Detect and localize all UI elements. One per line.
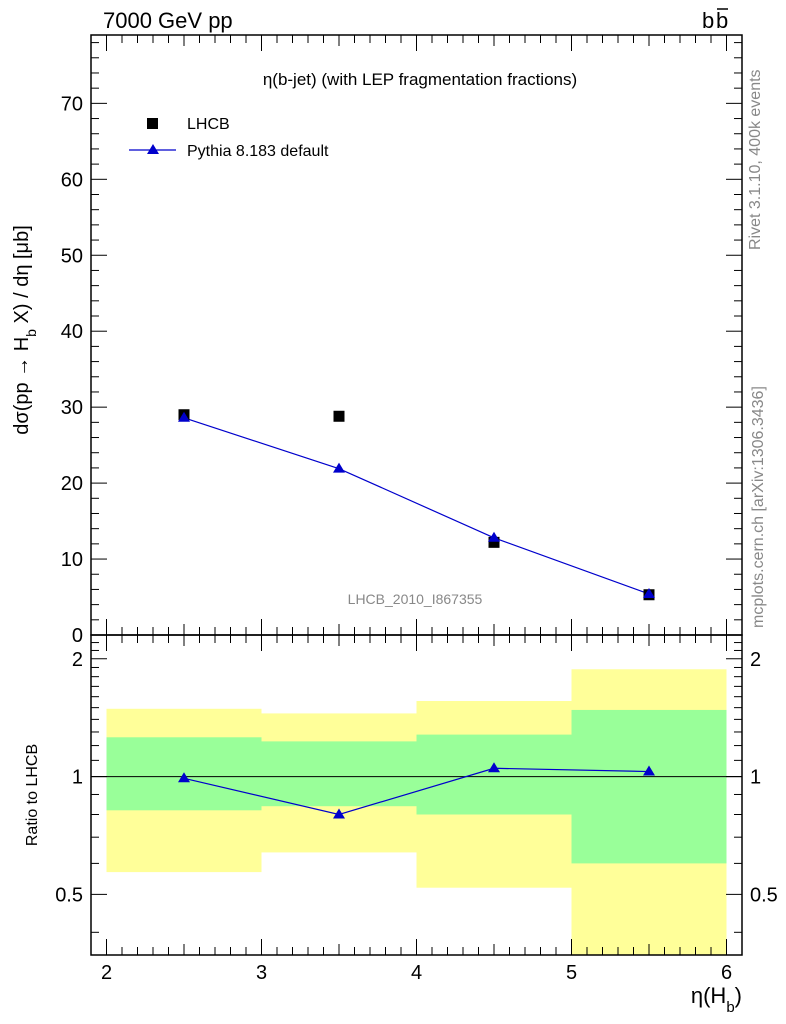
legend-pythia-marker <box>147 144 159 154</box>
main-y-axis-label: dσ(pp → Hb X) / dη [μb] <box>11 225 39 435</box>
rivet-label: Rivet 3.1.10, 400k events <box>747 69 764 250</box>
ratio-x-axis-label: η(Hb) <box>691 983 742 1016</box>
main-ytick-label: 10 <box>61 549 83 571</box>
main-yticklabels: 0 10 20 30 40 50 60 70 <box>61 93 83 647</box>
ylabel-part-c: X) / dη [μb] <box>11 225 33 329</box>
header-right-bbar: b <box>716 8 728 33</box>
ratio-ytick-label-right: 1 <box>750 767 761 789</box>
ratio-yticklabels: 0.5 0.5 1 1 2 2 <box>55 649 778 907</box>
ratio-panel: 0.5 0.5 1 1 2 2 2 3 4 5 6 Ratio to LHCB η(Hb) <box>24 634 778 1016</box>
analysis-label: LHCB_2010_I867355 <box>348 591 483 607</box>
lhcb-point <box>333 410 345 422</box>
lhcb-point <box>488 536 500 548</box>
ratio-xtick-label: 3 <box>256 962 267 984</box>
main-title: η(b-jet) (with LEP fragmentation fractio… <box>263 70 577 89</box>
xlabel-sub-b: b <box>726 999 734 1016</box>
main-ytick-label: 0 <box>72 625 83 647</box>
ratio-pythia-line <box>183 767 650 816</box>
legend-pythia-label: Pythia 8.183 default <box>187 143 329 160</box>
mcplots-label: mcplots.cern.ch [arXiv:1306.3436] <box>750 386 767 628</box>
legend-lhcb-label: LHCB <box>187 116 230 133</box>
ratio-xtick-label: 4 <box>411 962 422 984</box>
main-ytick-label: 40 <box>61 321 83 343</box>
pythia-point <box>643 587 655 598</box>
main-ytick-label: 70 <box>61 93 83 115</box>
ratio-ticks <box>90 635 743 955</box>
ratio-ytick-label-right: 2 <box>750 649 761 671</box>
pythia-point <box>178 411 190 422</box>
main-panel: 0 10 20 30 40 50 60 70 η(b-jet) (with LEP fragm… <box>11 34 743 647</box>
pythia-point <box>488 531 500 542</box>
ratio-xtick-label: 2 <box>101 962 112 984</box>
xlabel-part-a: η(H <box>691 983 726 1008</box>
ratio-marks <box>178 762 655 819</box>
ratio-ytick-label: 0.5 <box>55 884 83 906</box>
legend: LHCB Pythia 8.183 default <box>129 116 329 160</box>
ratio-pythia-point <box>333 808 345 819</box>
header-right-b: b <box>702 8 714 33</box>
ratio-bands <box>91 669 742 955</box>
ylabel-sub-b: b <box>23 329 39 337</box>
main-ytick-label: 30 <box>61 397 83 419</box>
main-marks <box>178 409 655 601</box>
ratio-xtick-label: 5 <box>566 962 577 984</box>
pythia-line <box>183 417 650 595</box>
ratio-y-axis-label: Ratio to LHCB <box>24 744 41 846</box>
ratio-xticklabels: 2 3 4 5 6 <box>101 962 732 984</box>
ratio-pythia-point <box>488 762 500 773</box>
ratio-band-green <box>261 741 417 807</box>
xlabel-part-c: ) <box>735 983 742 1008</box>
ratio-pythia-point <box>178 772 190 783</box>
legend-lhcb-marker <box>147 118 158 129</box>
header-right-label: b b <box>702 8 728 33</box>
ratio-xtick-label: 6 <box>721 962 732 984</box>
ratio-ytick-label: 1 <box>72 767 83 789</box>
ratio-frame <box>90 634 743 956</box>
main-ytick-label: 60 <box>61 169 83 191</box>
ratio-band-green <box>416 734 572 815</box>
ratio-band-green <box>571 709 727 864</box>
main-ytick-label: 50 <box>61 245 83 267</box>
pythia-point <box>333 462 345 473</box>
header-left-label: 7000 GeV pp <box>103 8 233 33</box>
ylabel-part-a: dσ(pp → H <box>11 337 33 435</box>
ratio-ytick-label-right: 0.5 <box>750 884 778 906</box>
main-ticks <box>90 35 743 636</box>
ratio-pythia-point <box>643 765 655 776</box>
ratio-ytick-label: 2 <box>72 649 83 671</box>
main-ytick-label: 20 <box>61 473 83 495</box>
